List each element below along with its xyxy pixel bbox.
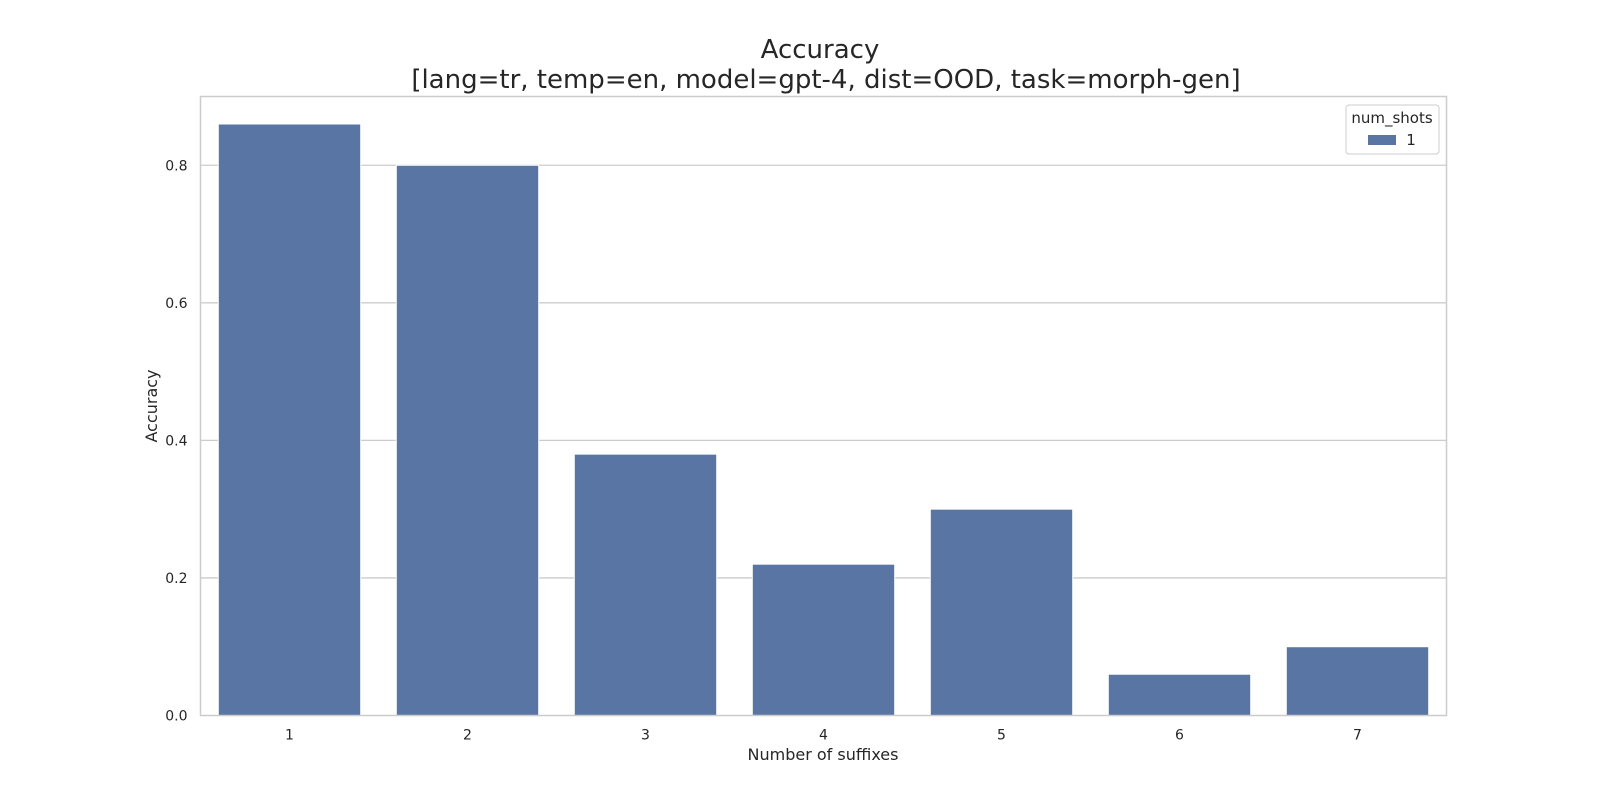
legend: num_shots 1 (1345, 104, 1440, 155)
x-tick-label: 7 (1353, 728, 1362, 744)
x-tick-label: 2 (463, 728, 472, 744)
y-axis-label: Accuracy (142, 369, 161, 442)
x-tick-label: 6 (1175, 728, 1184, 744)
x-tick-label: 5 (997, 728, 1006, 744)
plot-frame (199, 95, 1448, 717)
legend-title: num_shots (1351, 109, 1433, 128)
y-axis-ticks: 0.0 0.2 0.4 0.6 0.8 (165, 158, 187, 724)
y-tick-label: 0.4 (165, 433, 187, 449)
legend-entry-label: 1 (1406, 131, 1416, 149)
bar (751, 563, 896, 717)
x-tick-label: 3 (641, 728, 650, 744)
y-tick-label: 0.8 (165, 158, 187, 174)
bar (395, 164, 540, 716)
chart-subtitle: [lang=tr, temp=en, model=gpt-4, dist=OOD… (411, 65, 1240, 95)
bar (573, 453, 718, 716)
bar (217, 123, 362, 716)
y-tick-label: 0.0 (165, 709, 187, 725)
bar (1107, 673, 1252, 717)
bar (929, 508, 1074, 716)
bar (1285, 646, 1430, 717)
bars (217, 123, 1430, 717)
y-tick-label: 0.6 (165, 296, 187, 312)
x-tick-label: 1 (285, 728, 294, 744)
y-tick-label: 0.2 (165, 571, 187, 587)
x-axis-ticks: 1 2 3 4 5 6 7 (285, 728, 1362, 744)
x-tick-label: 4 (819, 728, 828, 744)
x-axis-label: Number of suffixes (748, 745, 899, 764)
chart-title: Accuracy (761, 35, 880, 65)
legend-swatch (1368, 135, 1396, 145)
